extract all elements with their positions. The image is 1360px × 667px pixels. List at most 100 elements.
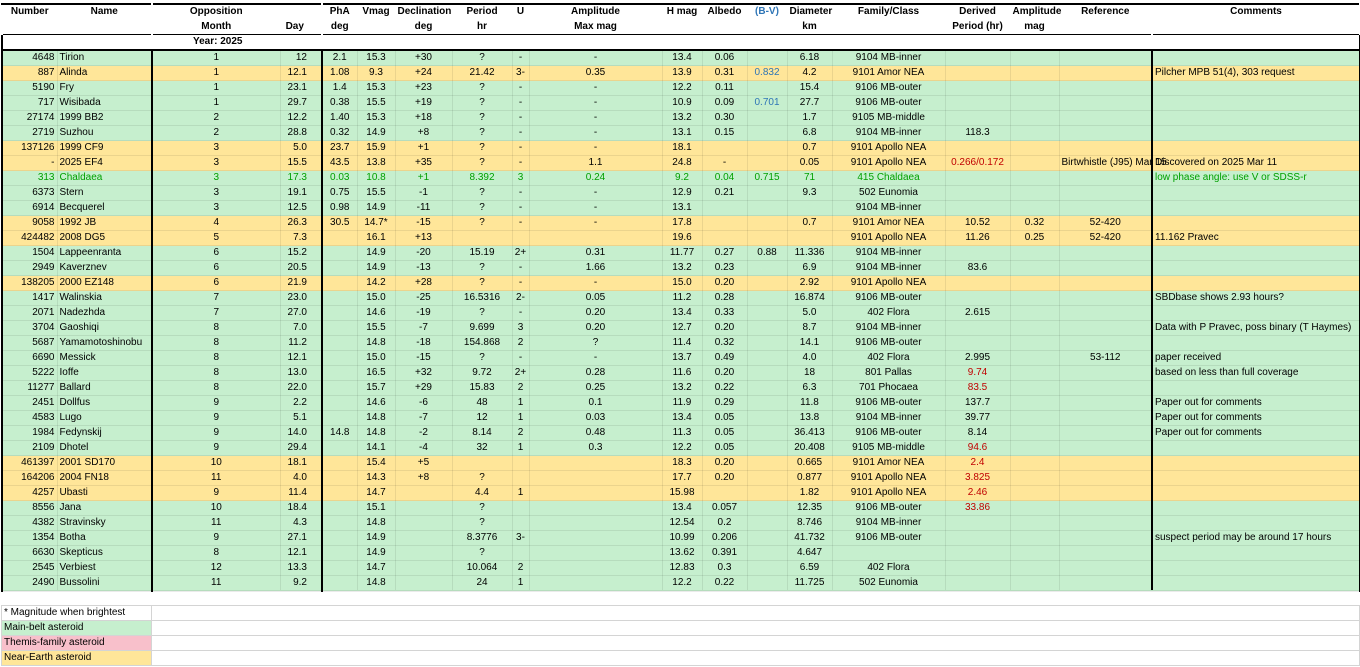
- cell: 15.0: [356, 350, 396, 366]
- cell: [701, 215, 748, 231]
- cell: 0.20: [701, 365, 748, 381]
- cell: -7: [394, 320, 453, 336]
- cell: SBDbase shows 2.93 hours?: [1151, 290, 1360, 306]
- cell: 9106 MB-outer: [831, 530, 946, 546]
- cell: +24: [394, 65, 453, 81]
- data-row: 2451 Dollfus 9 2.2 14.6 -6 48 1 0.1 11.9 0.29 11.8 9…: [1, 395, 1360, 411]
- cell: [944, 200, 1011, 216]
- cell: 9105 MB-middle: [831, 110, 946, 126]
- cell: 7.0: [279, 320, 323, 336]
- cell: 9: [151, 410, 281, 426]
- cell: [746, 560, 788, 576]
- cell: Tirion: [56, 49, 153, 66]
- cell: [1009, 335, 1060, 351]
- cell: 30.5: [321, 215, 358, 231]
- data-row: 6630 Skepticus 8 12.1 14.9? 13.62 0.391 4.647: [1, 545, 1360, 561]
- cell: [321, 530, 358, 546]
- cell: [746, 275, 788, 291]
- cell: 6630: [1, 545, 58, 561]
- cell: -: [511, 155, 530, 171]
- cell: ?: [451, 260, 513, 276]
- cell: 0.05: [701, 425, 748, 441]
- cell: 0.7: [786, 215, 833, 231]
- cell: 2109: [1, 440, 58, 456]
- blank-cell: [151, 620, 1360, 636]
- data-row: -2025 EF4 3 15.5 43.5 13.8 +35? -1.1 24.8-0.05 9…: [1, 155, 1360, 171]
- header-cell: Comments: [1151, 3, 1360, 20]
- cell: [1058, 140, 1153, 156]
- cell: 5.0: [279, 140, 323, 156]
- cell: [1009, 575, 1060, 592]
- cell: 9101 Amor NEA: [831, 215, 946, 231]
- cell: [1151, 575, 1360, 592]
- cell: [1151, 49, 1360, 66]
- cell: 9.3: [356, 65, 396, 81]
- cell: [746, 260, 788, 276]
- asteroid-table: Number Name Opposition PhA Vmag Declination Pe…: [1, 3, 1360, 592]
- data-row: 4257 Ubasti 9 11.4 14.7 4.4 1 15.98 1.82 9101 Apo…: [1, 485, 1360, 501]
- cell: +8: [394, 470, 453, 486]
- cell: [1058, 410, 1153, 426]
- cell: 13.7: [661, 350, 703, 366]
- cell: 13.4: [661, 410, 703, 426]
- cell: [944, 140, 1011, 156]
- cell: [786, 230, 833, 246]
- cell: [1009, 155, 1060, 171]
- cell: Fry: [56, 80, 153, 96]
- cell: 11277: [1, 380, 58, 396]
- cell: [321, 290, 358, 306]
- cell: 14.2: [356, 275, 396, 291]
- cell: -: [528, 350, 663, 366]
- cell: 14.8: [321, 425, 358, 441]
- header-cell: Number: [1, 3, 58, 20]
- cell: 12.54: [661, 515, 703, 531]
- legend-row: Main-belt asteroid: [1, 620, 1360, 636]
- cell: ?: [451, 110, 513, 126]
- data-row: 6373 Stern 3 19.1 0.75 15.5 -1? - -12.9 0.21 9.3 50…: [1, 185, 1360, 201]
- data-row: 4382 Stravinsky 11 4.3 14.8? 12.54 0.2 8.746 910…: [1, 515, 1360, 531]
- header-cell: [1, 19, 58, 35]
- cell: 2+: [511, 365, 530, 381]
- cell: 10.8: [356, 170, 396, 186]
- cell: [944, 530, 1011, 546]
- cell: 0.11: [701, 80, 748, 96]
- cell: 12.35: [786, 500, 833, 516]
- cell: [321, 410, 358, 426]
- cell: Pilcher MPB 51(4), 303 request: [1151, 65, 1360, 81]
- blank-cell: [151, 605, 1360, 621]
- year-label: Year: 2025: [1, 34, 1360, 51]
- cell: 9: [151, 440, 281, 456]
- cell: [1058, 545, 1153, 561]
- cell: 0.28: [528, 365, 663, 381]
- cell: [1151, 140, 1360, 156]
- cell: ?: [451, 275, 513, 291]
- cell: 9106 MB-outer: [831, 290, 946, 306]
- cell: [1058, 560, 1153, 576]
- cell: 12.1: [279, 65, 323, 81]
- cell: 9.2: [279, 575, 323, 592]
- header-cell: Max mag: [528, 19, 663, 35]
- cell: [1058, 380, 1153, 396]
- cell: 71: [786, 170, 833, 186]
- cell: 4.4: [451, 485, 513, 501]
- cell: 5687: [1, 335, 58, 351]
- cell: 12: [451, 410, 513, 426]
- cell: [321, 545, 358, 561]
- cell: [746, 290, 788, 306]
- cell: 14.9: [356, 260, 396, 276]
- cell: [394, 575, 453, 592]
- header-cell: U: [511, 3, 530, 20]
- cell: ?: [451, 200, 513, 216]
- cell: [1151, 260, 1360, 276]
- cell: 3: [151, 200, 281, 216]
- cell: 0.057: [701, 500, 748, 516]
- cell: Discovered on 2025 Mar 11: [1151, 155, 1360, 171]
- cell: Paper out for comments: [1151, 425, 1360, 441]
- cell: 13.8: [356, 155, 396, 171]
- cell: ?: [451, 49, 513, 66]
- cell: 461397: [1, 455, 58, 471]
- cell: [1151, 500, 1360, 516]
- cell: 11.6: [661, 365, 703, 381]
- cell: 9104 MB-inner: [831, 320, 946, 336]
- cell: -20: [394, 245, 453, 261]
